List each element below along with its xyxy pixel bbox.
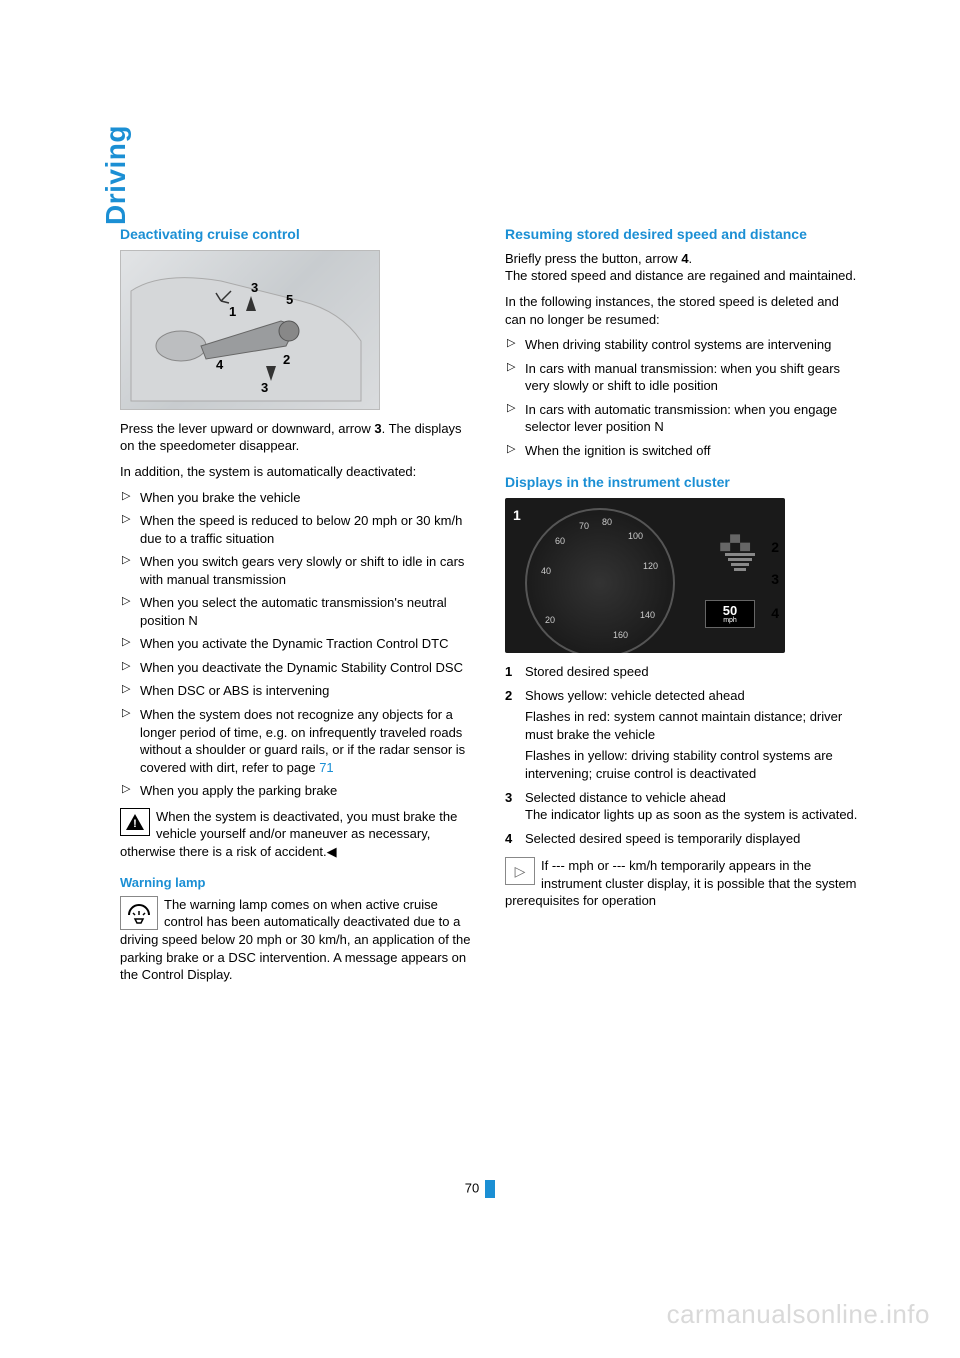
warning-note: ! When the system is deactivated, you mu… xyxy=(120,808,475,861)
info-triangle-icon: ▷ xyxy=(505,857,535,885)
fig1-label-3b: 3 xyxy=(261,379,268,397)
fig1-label-1: 1 xyxy=(229,303,236,321)
fig1-label-5: 5 xyxy=(286,291,293,309)
left-column: Deactivating cruise control 1 2 3 3 4 5 xyxy=(120,225,475,984)
watermark-text: carmanualsonline.info xyxy=(667,1299,930,1330)
page-link-71[interactable]: 71 xyxy=(319,760,333,775)
list-item: When driving stability control systems a… xyxy=(505,336,860,354)
page-number: 70 xyxy=(0,1180,960,1198)
list-item: When the ignition is switched off xyxy=(505,442,860,460)
list-item: When the speed is reduced to below 20 mp… xyxy=(120,512,475,547)
heading-warning-lamp: Warning lamp xyxy=(120,874,475,892)
list-item: When you brake the vehicle xyxy=(120,489,475,507)
fig2-label-2: 2 xyxy=(771,538,779,557)
page-content: Deactivating cruise control 1 2 3 3 4 5 xyxy=(120,225,860,984)
list-item: When you select the automatic transmissi… xyxy=(120,594,475,629)
list-item: In cars with manual transmission: when y… xyxy=(505,360,860,395)
deactivation-list: When you brake the vehicle When the spee… xyxy=(120,489,475,800)
fig1-label-4: 4 xyxy=(216,356,223,374)
speed-display-box: 50 mph xyxy=(705,600,755,628)
list-item: When you deactivate the Dynamic Stabilit… xyxy=(120,659,475,677)
list-item: When DSC or ABS is intervening xyxy=(120,682,475,700)
delete-list: When driving stability control systems a… xyxy=(505,336,860,459)
info-text: If --- mph or --- km/h temporarily appea… xyxy=(505,858,857,908)
page-number-marker xyxy=(485,1180,495,1198)
speedometer-dial: 20 40 60 70 80 100 120 140 160 xyxy=(525,508,675,653)
legend-item-1: 1Stored desired speed xyxy=(505,663,860,681)
heading-deactivating: Deactivating cruise control xyxy=(120,225,475,244)
right-column: Resuming stored desired speed and distan… xyxy=(505,225,860,984)
figure-lever: 1 2 3 3 4 5 xyxy=(120,250,380,410)
para-auto-deactivated: In addition, the system is automatically… xyxy=(120,463,475,481)
figure-instrument-cluster: 20 40 60 70 80 100 120 140 160 ▄▀▄ xyxy=(505,498,785,653)
fig2-label-4: 4 xyxy=(771,604,779,623)
para-briefly-press: Briefly press the button, arrow 4.The st… xyxy=(505,250,860,285)
warning-lamp-block: The warning lamp comes on when active cr… xyxy=(120,896,475,984)
para-following-instances: In the following instances, the stored s… xyxy=(505,293,860,328)
warning-text: When the system is deactivated, you must… xyxy=(120,809,457,859)
svg-text:!: ! xyxy=(133,818,137,830)
cruise-warning-lamp-icon xyxy=(120,896,158,930)
list-item: When you activate the Dynamic Traction C… xyxy=(120,635,475,653)
legend-item-3: 3Selected distance to vehicle ahead The … xyxy=(505,789,860,824)
side-section-label: Driving xyxy=(100,125,132,225)
para-press-lever: Press the lever upward or downward, arro… xyxy=(120,420,475,455)
fig1-label-3a: 3 xyxy=(251,279,258,297)
list-item: When you apply the parking brake xyxy=(120,782,475,800)
legend-item-2: 2Shows yellow: vehicle detected ahead Fl… xyxy=(505,687,860,783)
legend-sub: Flashes in red: system cannot maintain d… xyxy=(525,708,860,743)
list-item: When the system does not recognize any o… xyxy=(120,706,475,776)
fig2-label-1: 1 xyxy=(513,506,521,525)
distance-bars-icon xyxy=(725,553,755,571)
list-item: In cars with automatic transmission: whe… xyxy=(505,401,860,436)
vehicle-ahead-icon: ▄▀▄ xyxy=(720,533,750,552)
warning-lamp-text: The warning lamp comes on when active cr… xyxy=(120,897,471,982)
display-legend-list: 1Stored desired speed 2Shows yellow: veh… xyxy=(505,663,860,847)
info-note: ▷ If --- mph or --- km/h temporarily app… xyxy=(505,857,860,910)
fig2-label-3: 3 xyxy=(771,570,779,589)
warning-triangle-icon: ! xyxy=(120,808,150,836)
legend-sub: Flashes in yellow: driving stability con… xyxy=(525,747,860,782)
legend-item-4: 4Selected desired speed is temporarily d… xyxy=(505,830,860,848)
fig1-label-2: 2 xyxy=(283,351,290,369)
heading-resuming: Resuming stored desired speed and distan… xyxy=(505,225,860,244)
list-item: When you switch gears very slowly or shi… xyxy=(120,553,475,588)
heading-displays: Displays in the instrument cluster xyxy=(505,473,860,492)
